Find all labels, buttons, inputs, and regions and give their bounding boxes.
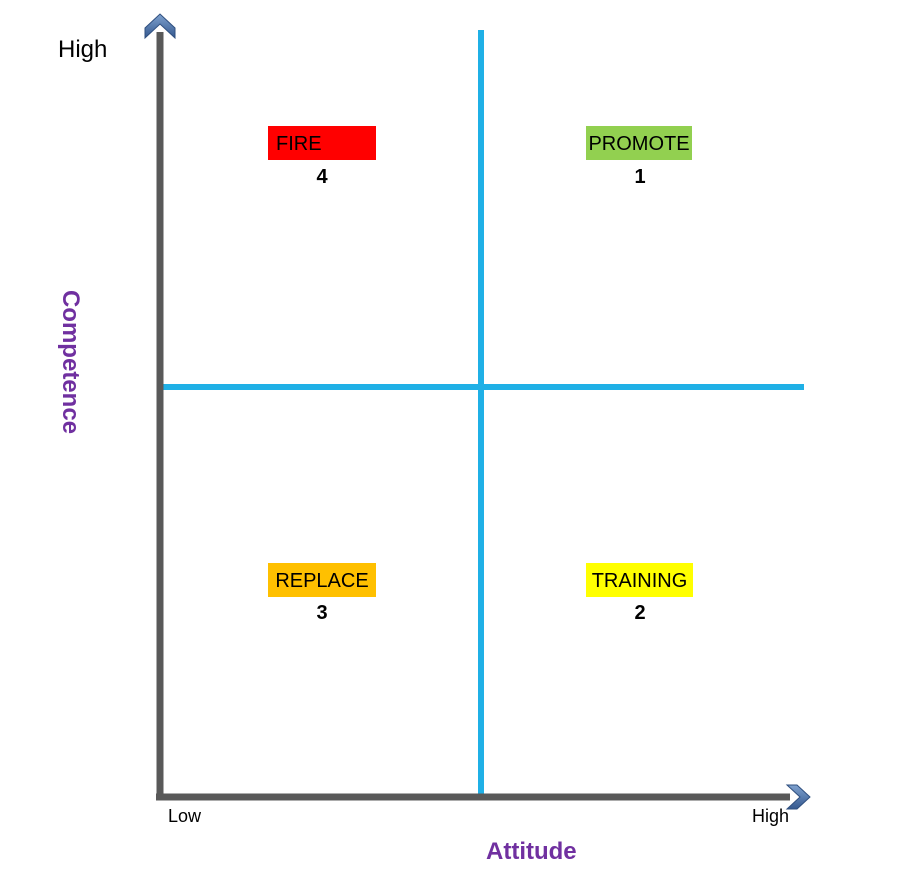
fire-quadrant-box: FIRE <box>268 126 376 160</box>
training-quadrant-box: TRAINING <box>586 563 693 597</box>
replace-quadrant-box: REPLACE <box>268 563 376 597</box>
training-quadrant-rank: 2 <box>634 602 646 624</box>
y-axis-arrowhead-icon <box>144 13 176 40</box>
x-axis-high-label: High <box>752 806 790 826</box>
promote-quadrant-rank: 1 <box>634 166 646 188</box>
y-axis-high-label: High <box>58 36 108 63</box>
x-axis-low-label: Low <box>168 806 202 826</box>
y-axis-title: Competence <box>57 289 84 435</box>
fire-quadrant-rank: 4 <box>316 166 328 188</box>
x-axis-title: Attitude <box>486 838 577 865</box>
x-axis-arrowhead-icon <box>785 784 811 810</box>
replace-quadrant-rank: 3 <box>316 602 328 624</box>
promote-quadrant-box: PROMOTE <box>586 126 692 160</box>
